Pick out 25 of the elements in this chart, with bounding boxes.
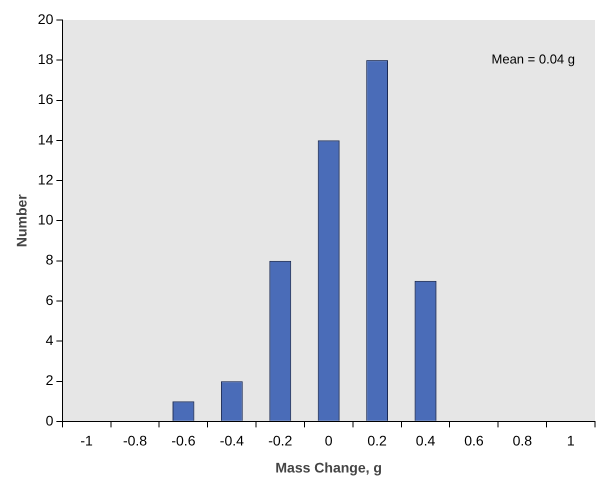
x-tick-label: 0.2 xyxy=(367,432,388,449)
x-tick-label: -0.6 xyxy=(171,432,196,449)
annotation: Mean = 0.04 g xyxy=(492,52,575,67)
x-tick-label: -1 xyxy=(80,432,94,449)
y-tick-label: 8 xyxy=(46,252,54,268)
y-axis-title: Number xyxy=(13,194,30,248)
y-tick-label: 14 xyxy=(38,131,54,148)
y-tick-label: 2 xyxy=(46,372,54,388)
x-tick-label: -0.4 xyxy=(220,432,244,449)
y-tick-label: 6 xyxy=(46,292,54,308)
x-axis-title: Mass Change, g xyxy=(275,459,382,476)
y-tick-label: 10 xyxy=(38,212,54,228)
y-tick-label: 16 xyxy=(38,91,54,108)
x-tick-label: -0.2 xyxy=(268,432,293,449)
y-tick-label: 12 xyxy=(38,171,54,188)
y-tick-label: 0 xyxy=(46,412,54,428)
x-tick-label: -0.8 xyxy=(122,432,148,449)
x-tick-label: 0.6 xyxy=(464,432,484,449)
x-tick-label: 0.8 xyxy=(512,432,532,449)
x-tick-label: 0 xyxy=(324,432,333,449)
y-tick-label: 4 xyxy=(46,332,54,348)
x-tick-label: 0.4 xyxy=(416,432,436,449)
x-tick-label: 1 xyxy=(566,432,575,449)
y-tick-label: 20 xyxy=(38,10,54,27)
y-tick-label: 18 xyxy=(38,51,54,67)
